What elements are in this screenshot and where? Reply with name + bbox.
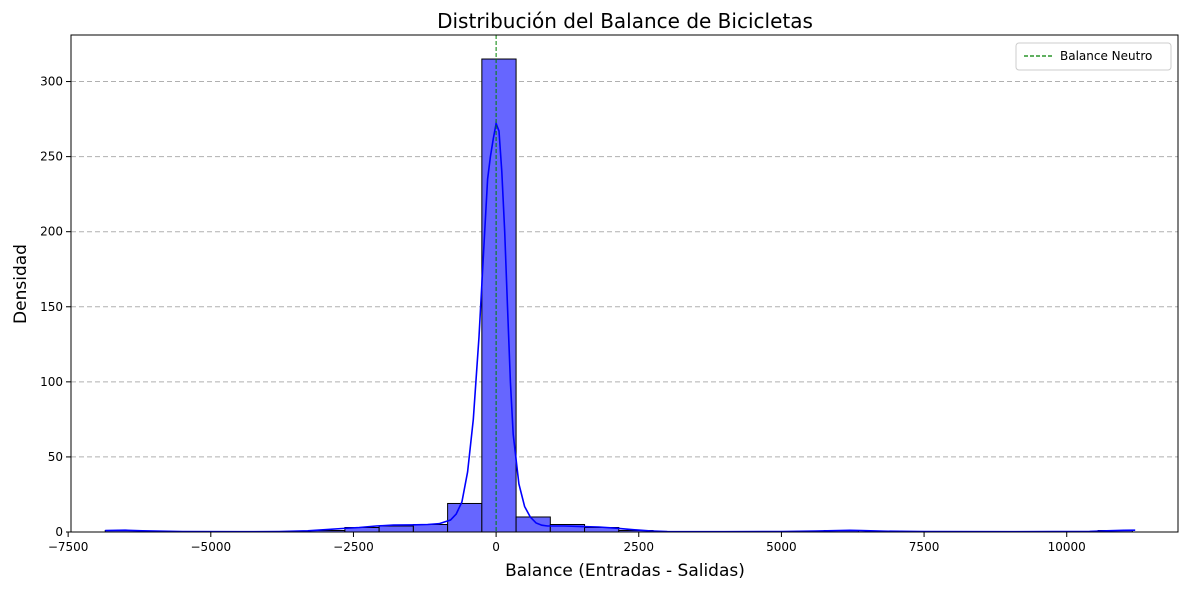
kde-curve bbox=[105, 120, 1136, 533]
plot-frame bbox=[70, 34, 1179, 533]
legend: Balance Neutro bbox=[1015, 42, 1172, 71]
y-tick-label: 100 bbox=[40, 375, 63, 389]
chart-title: Distribución del Balance de Bicicletas bbox=[437, 9, 813, 33]
histogram-bar bbox=[378, 525, 414, 533]
x-tick-label: −5000 bbox=[191, 540, 232, 554]
y-gridlines bbox=[71, 81, 1178, 458]
x-tick-label: 10000 bbox=[1048, 540, 1086, 554]
y-tick-label: 250 bbox=[40, 150, 63, 164]
y-axis-label: Densidad bbox=[11, 244, 31, 324]
x-tick-label: 2500 bbox=[623, 540, 654, 554]
x-tick-label: −7500 bbox=[48, 540, 89, 554]
x-tick-label: 5000 bbox=[766, 540, 797, 554]
x-tick-label: 7500 bbox=[909, 540, 940, 554]
histogram-bar bbox=[412, 523, 449, 533]
kde-line bbox=[105, 120, 1136, 533]
y-tick-label: 150 bbox=[40, 300, 63, 314]
y-tick-label: 300 bbox=[40, 75, 63, 89]
y-axis-ticks: 0 50 100 150 200 250 300 bbox=[40, 75, 71, 539]
legend-entry-balance-neutro: Balance Neutro bbox=[1060, 49, 1152, 63]
x-axis-ticks: −7500 −5000 −2500 0 2500 5000 7500 10000 bbox=[48, 532, 1086, 554]
y-tick-label: 200 bbox=[40, 225, 63, 239]
histogram-bars bbox=[104, 58, 1133, 533]
x-tick-label: −2500 bbox=[333, 540, 374, 554]
y-tick-label: 50 bbox=[48, 450, 63, 464]
legend-box bbox=[1015, 42, 1172, 71]
x-axis-label: Balance (Entradas - Salidas) bbox=[505, 561, 745, 581]
x-tick-label: 0 bbox=[492, 540, 500, 554]
y-tick-label: 0 bbox=[55, 525, 63, 539]
